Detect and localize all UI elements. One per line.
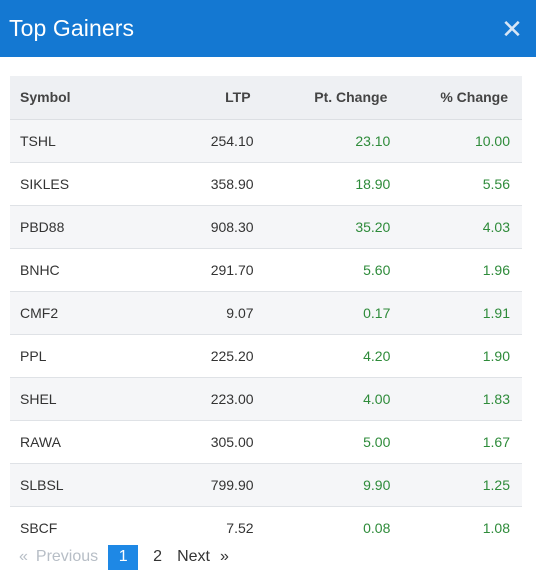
next-label: Next [177,548,210,565]
cell-symbol[interactable]: CMF2 [20,304,59,321]
cell-pt-change: 0.17 [363,304,391,321]
previous-label: Previous [35,548,99,565]
cell-pt-change: 23.10 [355,132,391,149]
pagination: « Previous 1 2 Next » [19,544,239,570]
table-header-row: Symbol LTP Pt. Change % Change [10,76,522,120]
cell-symbol[interactable]: SIKLES [20,175,70,192]
column-header-ltp[interactable]: LTP [70,76,254,120]
gainers-table: Symbol LTP Pt. Change % Change TSHL 254.… [10,76,522,549]
cell-ltp: 799.90 [210,476,254,493]
cell-pct-change: 1.96 [482,261,510,278]
cell-symbol[interactable]: SLBSL [20,476,64,493]
cell-pct-change: 1.67 [482,433,510,450]
double-chevron-left-icon: « [19,548,28,565]
cell-symbol[interactable]: PBD88 [20,218,65,235]
cell-ltp: 291.70 [210,261,254,278]
cell-pct-change: 5.56 [482,175,510,192]
table-row[interactable]: SBCF 7.52 0.08 1.08 [10,506,522,549]
cell-pt-change: 5.60 [363,261,391,278]
cell-pct-change: 1.91 [482,304,510,321]
cell-symbol[interactable]: SBCF [20,519,58,536]
table-row[interactable]: SIKLES 358.90 18.90 5.56 [10,162,522,205]
cell-ltp: 908.30 [210,218,254,235]
cell-symbol[interactable]: PPL [20,347,47,364]
cell-ltp: 9.07 [226,304,254,321]
cell-ltp: 225.20 [210,347,254,364]
cell-pct-change: 1.90 [482,347,510,364]
cell-pt-change: 18.90 [355,175,391,192]
cell-symbol[interactable]: BNHC [20,261,60,278]
cell-pt-change: 9.90 [363,476,391,493]
cell-pct-change: 10.00 [474,132,510,149]
table-row[interactable]: PBD88 908.30 35.20 4.03 [10,205,522,248]
table-row[interactable]: PPL 225.20 4.20 1.90 [10,334,522,377]
cell-ltp: 358.90 [210,175,254,192]
cell-pt-change: 4.20 [363,347,391,364]
cell-symbol[interactable]: TSHL [20,132,56,149]
table-body: TSHL 254.10 23.10 10.00 SIKLES 358.90 18… [10,119,522,549]
modal-header: Top Gainers ✕ [0,0,536,57]
column-header-symbol[interactable]: Symbol [10,76,71,120]
table-row[interactable]: SLBSL 799.90 9.90 1.25 [10,463,522,506]
next-button[interactable]: Next » [177,548,229,566]
cell-pct-change: 4.03 [482,218,510,235]
table-row[interactable]: CMF2 9.07 0.17 1.91 [10,291,522,334]
cell-pct-change: 1.83 [482,390,510,407]
cell-pt-change: 5.00 [363,433,391,450]
close-icon[interactable]: ✕ [501,13,523,44]
cell-pt-change: 0.08 [363,519,391,536]
column-header-pt-change[interactable]: Pt. Change [253,76,391,120]
table-row[interactable]: RAWA 305.00 5.00 1.67 [10,420,522,463]
modal-body: Symbol LTP Pt. Change % Change TSHL 254.… [0,57,536,549]
table-row[interactable]: SHEL 223.00 4.00 1.83 [10,377,522,420]
cell-ltp: 305.00 [210,433,254,450]
cell-pt-change: 35.20 [355,218,391,235]
page-button-1[interactable]: 1 [108,544,139,570]
table-row[interactable]: TSHL 254.10 23.10 10.00 [10,119,522,162]
cell-pct-change: 1.25 [482,476,510,493]
cell-pct-change: 1.08 [482,519,510,536]
cell-ltp: 254.10 [210,132,254,149]
double-chevron-right-icon: » [219,548,229,565]
cell-ltp: 223.00 [210,390,254,407]
cell-pt-change: 4.00 [363,390,391,407]
modal-title: Top Gainers [9,15,135,41]
cell-symbol[interactable]: RAWA [20,433,61,450]
cell-ltp: 7.52 [226,519,254,536]
column-header-pct-change[interactable]: % Change [390,76,522,120]
previous-button[interactable]: « Previous [19,548,98,566]
table-row[interactable]: BNHC 291.70 5.60 1.96 [10,248,522,291]
page-button-2[interactable]: 2 [153,548,163,565]
cell-symbol[interactable]: SHEL [20,390,57,407]
